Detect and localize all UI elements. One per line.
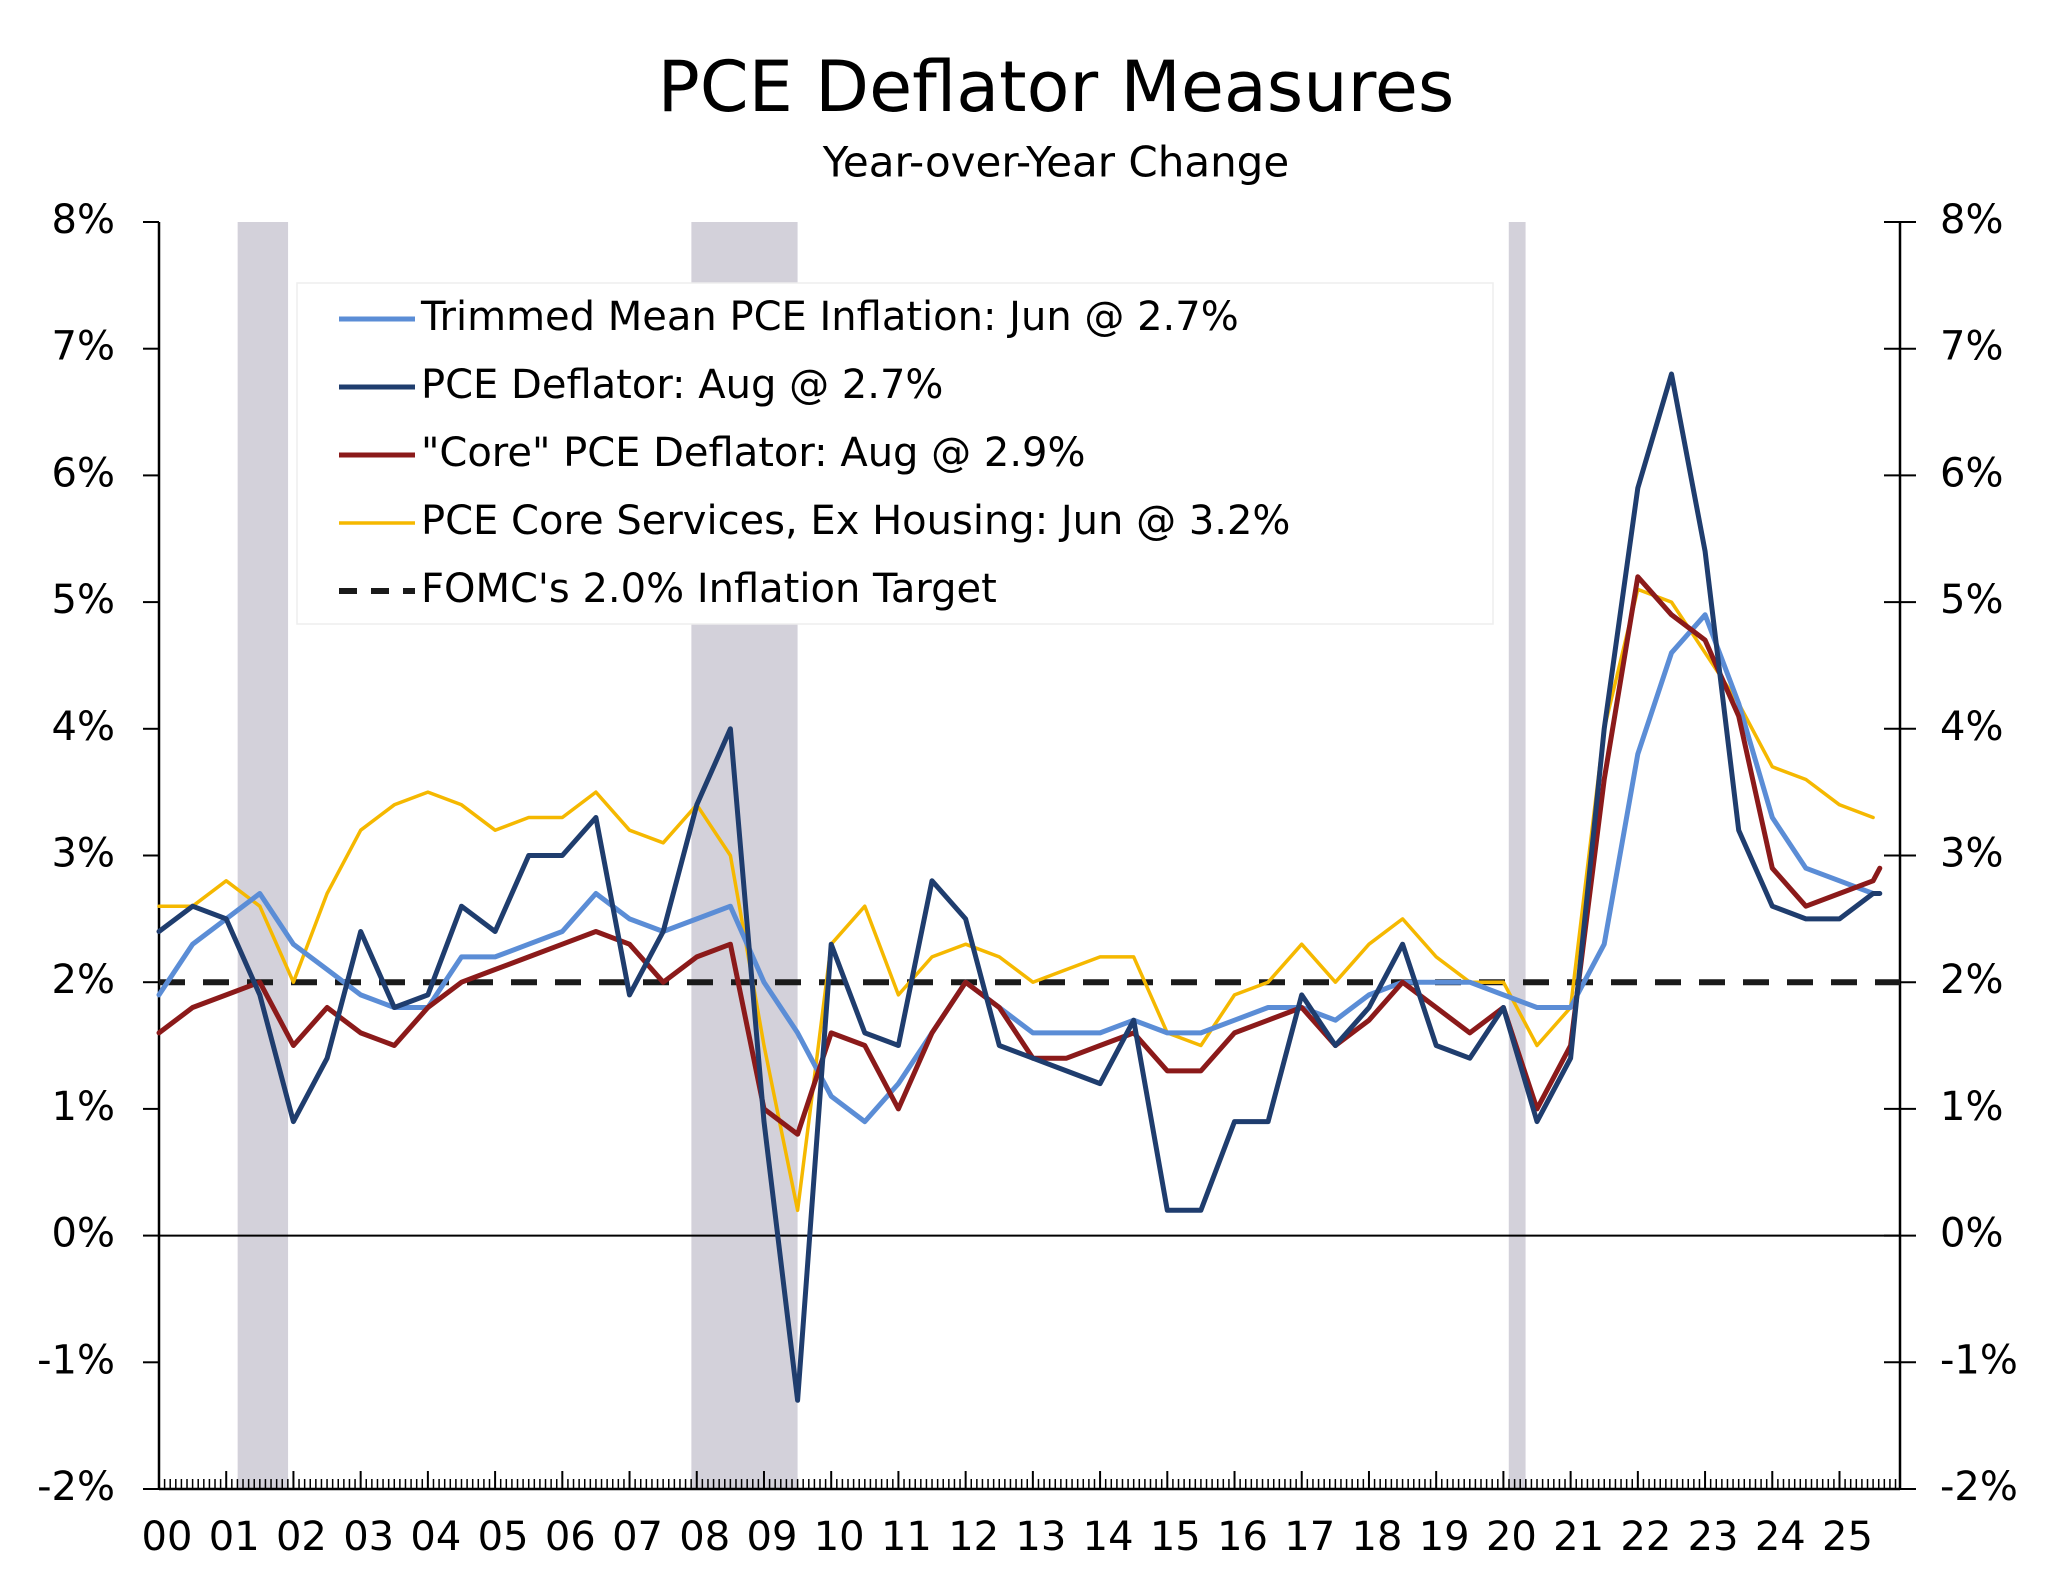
chart-title: PCE Deflator Measures bbox=[658, 46, 1455, 128]
x-tick-label: 03 bbox=[343, 1514, 394, 1560]
y-tick-label: 5% bbox=[52, 577, 115, 623]
x-tick-label: 01 bbox=[209, 1514, 260, 1560]
y2-tick-label: -2% bbox=[1940, 1464, 2018, 1510]
x-tick-label: 06 bbox=[545, 1514, 596, 1560]
x-tick-label: 09 bbox=[747, 1514, 798, 1560]
y2-tick-label: 6% bbox=[1940, 450, 2003, 496]
series-line bbox=[156, 371, 1883, 1403]
x-tick-label: 08 bbox=[679, 1514, 730, 1560]
series-line bbox=[156, 612, 1876, 1125]
x-tick-label: 16 bbox=[1217, 1514, 1268, 1560]
y-tick-label: 6% bbox=[52, 450, 115, 496]
x-tick-label: 12 bbox=[948, 1514, 999, 1560]
y-tick-label: 0% bbox=[52, 1211, 115, 1257]
y2-tick-label: 4% bbox=[1940, 704, 2003, 750]
x-tick-label: 18 bbox=[1352, 1514, 1403, 1560]
recession-shade bbox=[1508, 222, 1526, 1489]
recession-shade bbox=[237, 222, 289, 1489]
y-tick-label: 2% bbox=[52, 957, 115, 1003]
y2-tick-label: 3% bbox=[1940, 831, 2003, 877]
y2-tick-label: 1% bbox=[1940, 1084, 2003, 1130]
legend-label: Trimmed Mean PCE Inflation: Jun @ 2.7% bbox=[420, 294, 1239, 340]
x-tick-label: 14 bbox=[1083, 1514, 1134, 1560]
y-tick-label: 8% bbox=[52, 197, 115, 243]
x-tick-label: 20 bbox=[1486, 1514, 1537, 1560]
legend-label: FOMC's 2.0% Inflation Target bbox=[421, 566, 997, 612]
x-tick-label: 19 bbox=[1419, 1514, 1470, 1560]
x-tick-label: 05 bbox=[478, 1514, 529, 1560]
x-tick-label: 13 bbox=[1015, 1514, 1066, 1560]
y-tick-label: 4% bbox=[52, 704, 115, 750]
y2-tick-label: 2% bbox=[1940, 957, 2003, 1003]
legend-box bbox=[296, 282, 1494, 625]
y2-tick-label: -1% bbox=[1940, 1337, 2018, 1383]
x-tick-label: 17 bbox=[1284, 1514, 1335, 1560]
chart-subtitle: Year-over-Year Change bbox=[822, 138, 1289, 187]
x-tick-label: 11 bbox=[881, 1514, 932, 1560]
x-tick-label: 24 bbox=[1755, 1514, 1806, 1560]
x-tick-label: 00 bbox=[142, 1514, 193, 1560]
x-tick-label: 23 bbox=[1688, 1514, 1739, 1560]
y2-tick-label: 0% bbox=[1940, 1211, 2003, 1257]
legend-label: PCE Deflator: Aug @ 2.7% bbox=[421, 362, 943, 408]
y-tick-label: -2% bbox=[37, 1464, 115, 1510]
y2-tick-label: 5% bbox=[1940, 577, 2003, 623]
y-tick-label: 7% bbox=[52, 324, 115, 370]
x-tick-label: 22 bbox=[1620, 1514, 1671, 1560]
legend-label: PCE Core Services, Ex Housing: Jun @ 3.2… bbox=[421, 498, 1290, 544]
x-tick-label: 15 bbox=[1150, 1514, 1201, 1560]
series-line bbox=[157, 587, 1875, 1213]
y2-tick-label: 7% bbox=[1940, 324, 2003, 370]
x-tick-label: 25 bbox=[1822, 1514, 1873, 1560]
legend-label: "Core" PCE Deflator: Aug @ 2.9% bbox=[421, 430, 1086, 476]
y-tick-label: -1% bbox=[37, 1337, 115, 1383]
y-tick-label: 1% bbox=[52, 1084, 115, 1130]
x-tick-label: 04 bbox=[410, 1514, 461, 1560]
x-tick-label: 21 bbox=[1553, 1514, 1604, 1560]
x-tick-label: 02 bbox=[276, 1514, 327, 1560]
x-tick-label: 07 bbox=[612, 1514, 663, 1560]
x-tick-label: 10 bbox=[814, 1514, 865, 1560]
y-tick-label: 3% bbox=[52, 831, 115, 877]
y2-tick-label: 8% bbox=[1940, 197, 2003, 243]
